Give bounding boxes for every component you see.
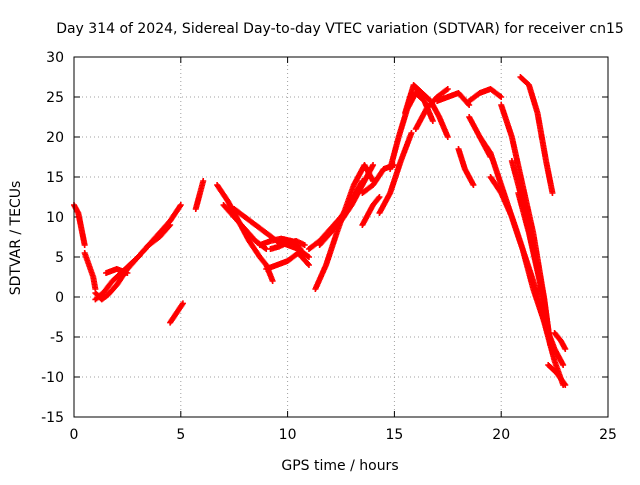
- data-point: [297, 246, 304, 252]
- data-series: [103, 266, 131, 276]
- data-point: [498, 94, 505, 100]
- data-layer: [71, 74, 569, 388]
- data-point: [562, 346, 569, 352]
- data-series: [455, 146, 477, 188]
- data-series: [263, 250, 312, 272]
- x-tick-label: 20: [492, 427, 510, 443]
- y-tick-label: 0: [55, 290, 64, 306]
- x-tick-label: 15: [385, 427, 403, 443]
- data-point: [167, 222, 174, 228]
- y-tick-label: -5: [50, 330, 64, 346]
- data-point: [301, 242, 308, 248]
- data-point: [549, 190, 556, 196]
- y-tick-label: 10: [46, 210, 64, 226]
- data-point: [305, 254, 312, 260]
- data-point: [81, 242, 88, 248]
- x-tick-label: 5: [176, 427, 185, 443]
- y-tick-label: -10: [41, 370, 64, 386]
- data-point: [304, 260, 311, 267]
- data-series: [515, 190, 552, 332]
- data-series: [517, 74, 556, 196]
- data-point: [560, 362, 567, 368]
- data-point: [429, 118, 436, 124]
- data-point: [545, 326, 552, 332]
- y-axis-label: SDTVAR / TECUs: [8, 181, 24, 296]
- data-point: [305, 262, 312, 268]
- data-series: [92, 222, 174, 303]
- y-tick-label: 20: [46, 130, 64, 146]
- y-tick-label: 15: [46, 170, 64, 186]
- x-tick-label: 25: [599, 427, 617, 443]
- data-series: [192, 178, 207, 212]
- tick-layer: 0 5 10 15 20 25 -15 -10 -5 0 5 10 15 20 25 30: [41, 50, 617, 443]
- data-series: [402, 82, 451, 140]
- data-point: [296, 245, 303, 251]
- data-point: [444, 134, 451, 140]
- data-series: [167, 300, 186, 326]
- data-point: [375, 195, 382, 202]
- data-point: [304, 253, 311, 260]
- data-point: [179, 300, 186, 307]
- data-point: [408, 130, 415, 136]
- data-point: [444, 86, 451, 92]
- data-series: [267, 238, 308, 252]
- data-point: [470, 182, 477, 188]
- plot-border: [73, 56, 609, 418]
- y-tick-label: -15: [41, 410, 64, 426]
- data-point: [376, 194, 383, 200]
- x-axis-label: GPS time / hours: [281, 458, 398, 474]
- chart-title: Day 314 of 2024, Sidereal Day-to-day VTE…: [56, 21, 624, 37]
- data-series: [376, 130, 415, 216]
- data-point: [443, 86, 450, 93]
- data-point: [269, 278, 276, 284]
- y-tick-label: 5: [55, 250, 64, 266]
- y-tick-label: 25: [46, 90, 64, 106]
- data-point: [177, 202, 184, 208]
- data-series: [359, 194, 383, 228]
- grid-layer: [74, 57, 608, 417]
- data-series: [545, 362, 569, 388]
- y-tick-label: 30: [46, 50, 64, 66]
- x-tick-label: 0: [70, 427, 79, 443]
- data-series: [81, 250, 99, 292]
- data-point: [370, 162, 377, 168]
- data-series: [466, 86, 505, 104]
- data-point: [166, 223, 173, 230]
- data-series: [359, 162, 398, 196]
- data-point: [262, 245, 269, 252]
- data-series: [551, 330, 569, 352]
- data-point: [465, 100, 472, 107]
- data-point: [200, 178, 207, 184]
- data-series: [434, 90, 473, 108]
- x-tick-label: 10: [279, 427, 297, 443]
- data-point: [497, 93, 504, 100]
- data-series: [316, 162, 377, 248]
- data-point: [124, 270, 131, 276]
- data-point: [562, 382, 569, 388]
- data-point: [547, 342, 554, 348]
- data-series: [71, 202, 88, 248]
